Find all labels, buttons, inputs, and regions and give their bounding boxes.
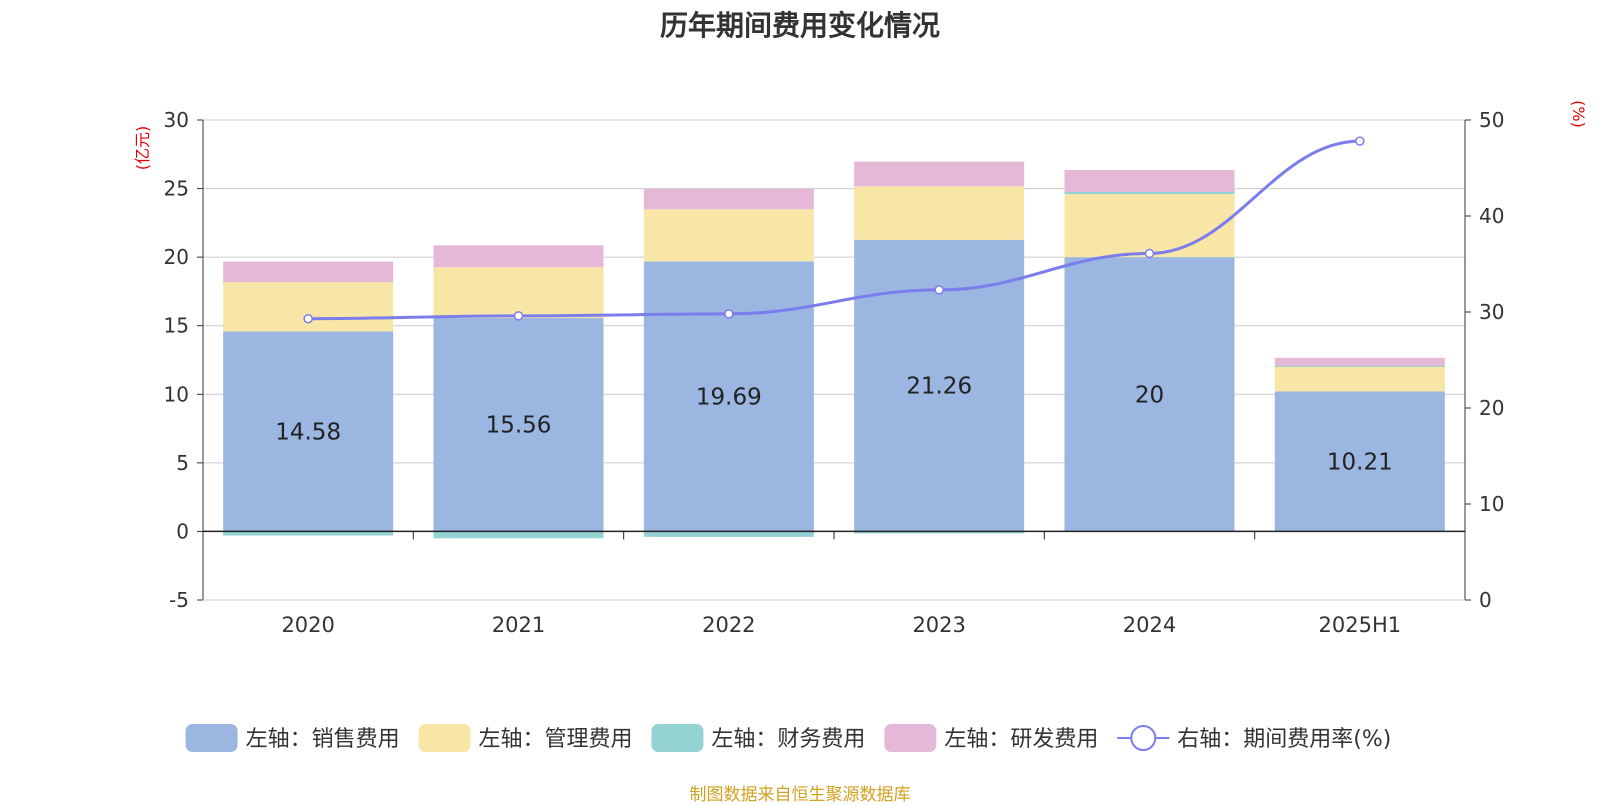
right-axis-unit: (%) <box>1569 100 1588 128</box>
bar-admin <box>643 209 814 262</box>
bar-admin <box>433 267 604 319</box>
rate-point <box>303 313 313 324</box>
left-axis-unit: (亿元) <box>133 126 152 171</box>
bar-admin <box>223 282 394 332</box>
legend-label: 左轴：财务费用 <box>711 727 865 752</box>
legend-label: 右轴：期间费用率(%) <box>1177 727 1391 752</box>
x-axis-tick-label: 2021 <box>492 613 545 637</box>
x-axis-tick-label: 2024 <box>1123 613 1176 637</box>
bar-finance <box>854 531 1025 534</box>
bar-data-label: 20 <box>1135 382 1164 408</box>
chart-title: 历年期间费用变化情况 <box>659 9 940 42</box>
right-axis-tick-label: 30 <box>1479 300 1504 324</box>
left-axis-tick-label: 15 <box>164 314 189 338</box>
bar-sales <box>433 318 604 532</box>
bar-finance <box>433 531 604 539</box>
rate-point <box>934 285 944 295</box>
legend-swatch-rnd <box>884 724 937 752</box>
right-axis-tick-label: 50 <box>1479 108 1504 132</box>
x-axis-tick-label: 2023 <box>912 613 965 637</box>
bar-data-label: 19.69 <box>696 384 762 410</box>
x-axis-tick-label: 2025H1 <box>1319 613 1402 637</box>
bar-finance <box>1274 366 1445 368</box>
legend-label: 左轴：研发费用 <box>944 727 1098 752</box>
bar-rnd <box>643 188 814 210</box>
bar-sales <box>1274 391 1445 532</box>
bar-finance <box>643 531 814 537</box>
bar-sales <box>223 331 394 532</box>
rate-point <box>1144 248 1155 259</box>
x-axis-tick-label: 2020 <box>281 613 334 637</box>
right-axis-tick-label: 20 <box>1479 396 1504 420</box>
legend-label: 左轴：销售费用 <box>246 727 400 752</box>
right-axis-tick-label: 0 <box>1479 588 1492 612</box>
bar-admin <box>1274 366 1445 392</box>
bar-admin <box>1064 194 1235 258</box>
bar-finance <box>223 531 394 536</box>
bar-rnd <box>223 261 394 283</box>
bar-finance <box>1064 192 1235 195</box>
legend-swatch-admin <box>418 724 471 752</box>
rate-line <box>308 139 1360 321</box>
x-axis-tick-label: 2022 <box>702 613 755 637</box>
legend-swatch-sales <box>185 724 238 752</box>
left-axis-tick-label: 10 <box>164 382 189 406</box>
bar-sales <box>1064 257 1235 532</box>
bar-sales <box>643 261 814 532</box>
rate-point <box>724 309 734 319</box>
left-axis-tick-label: 30 <box>164 108 189 132</box>
bar-rnd <box>1064 170 1235 192</box>
legend-label: 左轴：管理费用 <box>479 727 633 752</box>
bar-data-label: 15.56 <box>486 413 552 439</box>
bar-admin <box>854 186 1025 240</box>
data-source-note: 制图数据来自恒生聚源数据库 <box>689 785 911 805</box>
left-axis-tick-label: 5 <box>176 451 189 475</box>
right-axis-tick-label: 10 <box>1479 492 1504 516</box>
left-axis-tick-label: 0 <box>176 519 189 543</box>
bar-rnd <box>433 245 604 268</box>
bar-data-label: 10.21 <box>1327 449 1393 475</box>
legend-icon-marker <box>1130 725 1157 751</box>
left-axis-tick-label: 25 <box>164 177 189 201</box>
rate-point <box>513 311 524 321</box>
bar-rnd <box>1274 357 1445 367</box>
bar-rnd <box>854 161 1025 187</box>
left-axis-tick-label: -5 <box>169 588 189 612</box>
rate-point <box>1355 136 1365 146</box>
left-axis-tick-label: 20 <box>164 245 189 269</box>
bar-data-label: 21.26 <box>906 374 972 400</box>
bar-data-label: 14.58 <box>275 419 341 445</box>
right-axis-tick-label: 40 <box>1479 204 1504 228</box>
legend-swatch-finance <box>651 724 704 752</box>
